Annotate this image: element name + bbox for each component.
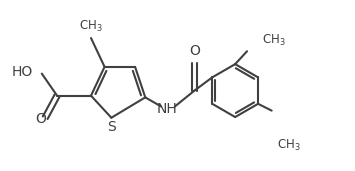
Text: CH$_3$: CH$_3$ [262, 32, 286, 48]
Text: S: S [107, 120, 116, 134]
Text: HO: HO [12, 65, 33, 79]
Text: O: O [189, 44, 200, 58]
Text: O: O [36, 112, 47, 126]
Text: CH$_3$: CH$_3$ [79, 19, 103, 34]
Text: NH: NH [157, 102, 178, 116]
Text: CH$_3$: CH$_3$ [277, 138, 301, 153]
